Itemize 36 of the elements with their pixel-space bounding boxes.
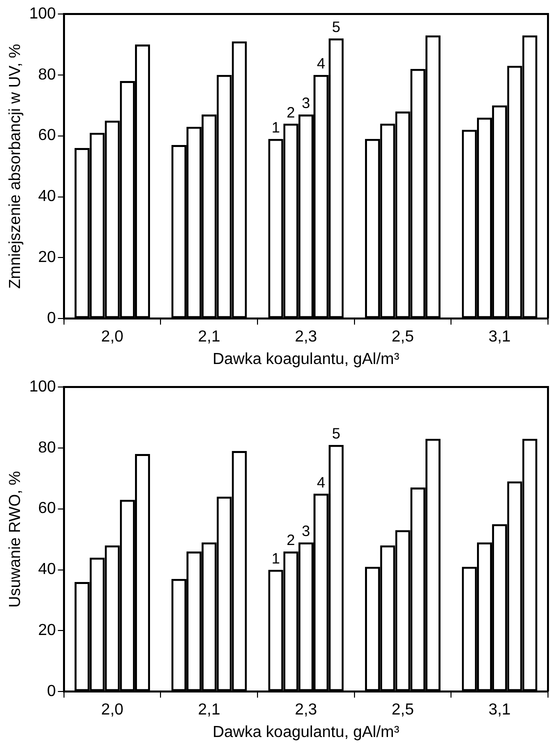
y-axis-title: Zmniejszenie absorbancji w UV, %	[7, 44, 24, 289]
y-tick-label: 20	[38, 622, 56, 640]
series-label: 5	[332, 19, 340, 36]
x-tick-label: 2,5	[392, 328, 414, 346]
x-tick-label: 2,1	[198, 328, 220, 346]
series-label: 3	[302, 95, 310, 112]
series-label: 1	[272, 550, 280, 568]
series-label: 2	[286, 104, 296, 122]
y-tick-label: 20	[38, 249, 56, 266]
x-tick-label: 2,0	[101, 702, 124, 719]
x-tick-label: 2,1	[198, 702, 220, 719]
y-tick-label: 0	[46, 683, 56, 700]
x-tick-label: 2,3	[294, 702, 318, 719]
x-axis-title: Dawka koagulantu, gAl/m³	[212, 724, 400, 741]
y-tick-label: 100	[29, 5, 56, 22]
x-axis-title: Dawka koagulantu, gAl/m³	[212, 350, 400, 368]
y-axis-title: Usuwanie RWO, %	[7, 470, 24, 608]
series-label: 4	[316, 474, 326, 492]
x-tick-label: 2,0	[101, 328, 124, 346]
x-tick-label: 2,3	[294, 328, 318, 346]
y-tick-label: 60	[38, 127, 56, 144]
series-label: 5	[332, 426, 340, 443]
y-tick-label: 80	[38, 439, 56, 456]
series-label: 2	[286, 532, 296, 550]
x-tick-label: 3,1	[488, 702, 511, 719]
y-tick-label: 40	[38, 188, 56, 206]
y-tick-label: 0	[46, 310, 56, 328]
y-tick-label: 80	[38, 66, 56, 84]
x-tick-label: 2,5	[392, 702, 414, 719]
y-tick-label: 100	[29, 378, 56, 396]
x-tick-label: 3,1	[488, 328, 511, 346]
series-label: 4	[316, 56, 326, 73]
y-tick-label: 40	[38, 561, 56, 578]
y-tick-label: 60	[38, 500, 56, 518]
series-label: 1	[272, 120, 280, 137]
series-label: 3	[302, 522, 310, 540]
